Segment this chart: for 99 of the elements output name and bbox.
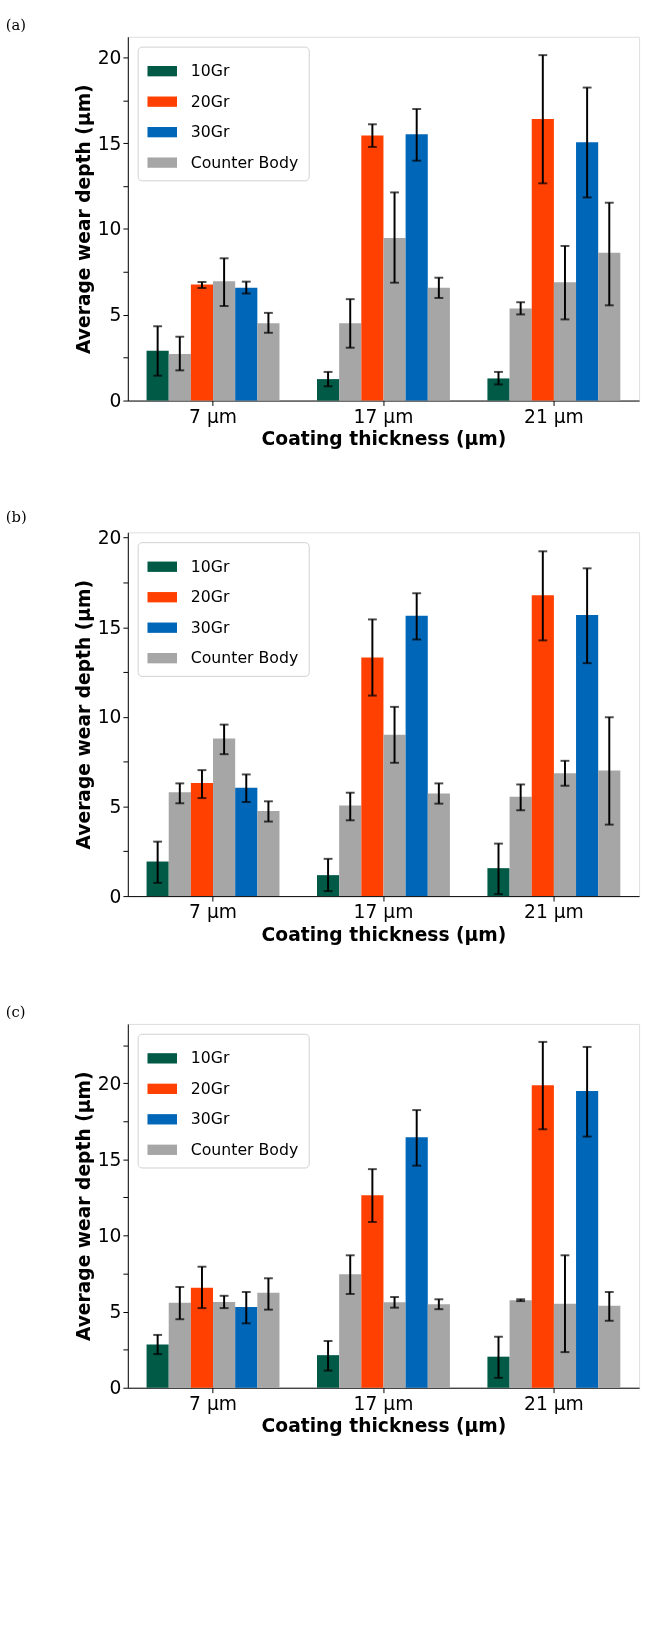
x-tick-label: 21 µm	[524, 901, 584, 923]
bar	[361, 657, 384, 897]
bar	[487, 868, 510, 897]
bar	[257, 810, 280, 897]
x-axis-title: Coating thickness (µm)	[261, 428, 507, 450]
y-tick-label: 0	[109, 389, 122, 411]
x-tick-label: 17 µm	[353, 405, 414, 427]
bar	[339, 323, 362, 401]
legend-label: Counter Body	[190, 1139, 299, 1159]
y-tick-label: 15	[97, 616, 122, 638]
bar	[316, 1355, 340, 1388]
bar	[427, 287, 450, 401]
bar	[168, 353, 191, 401]
y-axis-title: Average wear depth (µm)	[72, 1071, 94, 1342]
legend-label: 30Gr	[190, 122, 230, 142]
bar	[316, 875, 340, 897]
bar	[509, 308, 532, 401]
bar	[190, 284, 214, 401]
x-tick-label: 17 µm	[353, 1392, 414, 1414]
y-tick-label: 5	[109, 304, 122, 326]
bar	[553, 773, 577, 897]
bar	[213, 281, 236, 401]
bar	[427, 1304, 450, 1388]
bar	[509, 796, 532, 897]
x-tick-label: 21 µm	[524, 405, 584, 427]
bar	[598, 252, 621, 401]
chart-title: (b)	[5, 507, 27, 525]
bar	[405, 615, 428, 897]
x-axis-title: Coating thickness (µm)	[261, 923, 507, 945]
legend-label: 10Gr	[190, 556, 230, 576]
bar	[383, 734, 406, 897]
bar	[576, 142, 599, 401]
legend-label: 20Gr	[190, 587, 230, 607]
bar	[339, 805, 362, 897]
bar	[531, 118, 554, 401]
chart-title: (c)	[5, 1003, 26, 1021]
bar	[213, 738, 236, 897]
chart-title: (a)	[5, 15, 27, 33]
x-tick-label: 21 µm	[524, 1392, 584, 1414]
y-tick-label: 20	[97, 46, 122, 68]
y-tick-label: 10	[97, 218, 122, 240]
legend-label: 30Gr	[190, 617, 230, 637]
bar	[257, 1292, 280, 1388]
bar	[168, 792, 191, 897]
bar	[531, 1085, 554, 1388]
legend-label: 20Gr	[190, 91, 230, 111]
bar	[146, 861, 169, 897]
bar	[598, 1305, 621, 1388]
y-tick-label: 5	[109, 795, 122, 817]
bar	[339, 1274, 362, 1388]
legend-label: 30Gr	[190, 1109, 230, 1129]
bar	[598, 770, 621, 897]
bar	[405, 1137, 428, 1388]
y-tick-label: 20	[97, 527, 122, 549]
y-axis-title: Average wear depth (µm)	[72, 84, 94, 354]
bar	[213, 1301, 236, 1388]
x-tick-label: 7 µm	[189, 1392, 237, 1414]
y-tick-label: 20	[97, 1072, 122, 1094]
bar	[576, 615, 599, 897]
bar	[361, 135, 384, 401]
y-tick-label: 10	[97, 1224, 122, 1246]
legend-label: 10Gr	[190, 1048, 230, 1068]
bar	[235, 1306, 258, 1388]
bar	[553, 282, 577, 401]
bar	[509, 1300, 532, 1388]
y-tick-label: 5	[109, 1301, 122, 1323]
bar	[487, 1356, 510, 1388]
bar	[257, 323, 280, 401]
legend-label: 10Gr	[190, 61, 230, 81]
bar	[383, 237, 406, 401]
y-axis-title: Average wear depth (µm)	[72, 579, 94, 850]
x-tick-label: 7 µm	[189, 901, 237, 923]
y-tick-label: 0	[109, 885, 122, 907]
y-tick-label: 0	[109, 1377, 122, 1399]
bar	[427, 793, 450, 897]
bar	[190, 1287, 214, 1388]
bar	[361, 1195, 384, 1388]
x-tick-label: 17 µm	[353, 901, 414, 923]
y-tick-label: 15	[97, 1148, 122, 1170]
bar	[235, 287, 258, 401]
legend-label: 20Gr	[190, 1078, 230, 1098]
bar	[553, 1303, 577, 1388]
bar	[576, 1090, 599, 1388]
bar	[146, 350, 169, 401]
legend-label: Counter Body	[190, 152, 299, 172]
bar	[146, 1344, 169, 1388]
bar	[531, 595, 554, 897]
bar	[316, 379, 340, 401]
y-tick-label: 15	[97, 132, 122, 154]
legend-label: Counter Body	[190, 648, 299, 668]
x-tick-label: 7 µm	[189, 405, 237, 427]
bar	[383, 1302, 406, 1388]
x-axis-title: Coating thickness (µm)	[261, 1415, 507, 1437]
bar	[405, 134, 428, 401]
y-tick-label: 10	[97, 706, 122, 728]
bar	[168, 1302, 191, 1388]
bar	[190, 783, 214, 897]
bar	[235, 787, 258, 897]
bar	[487, 378, 510, 401]
